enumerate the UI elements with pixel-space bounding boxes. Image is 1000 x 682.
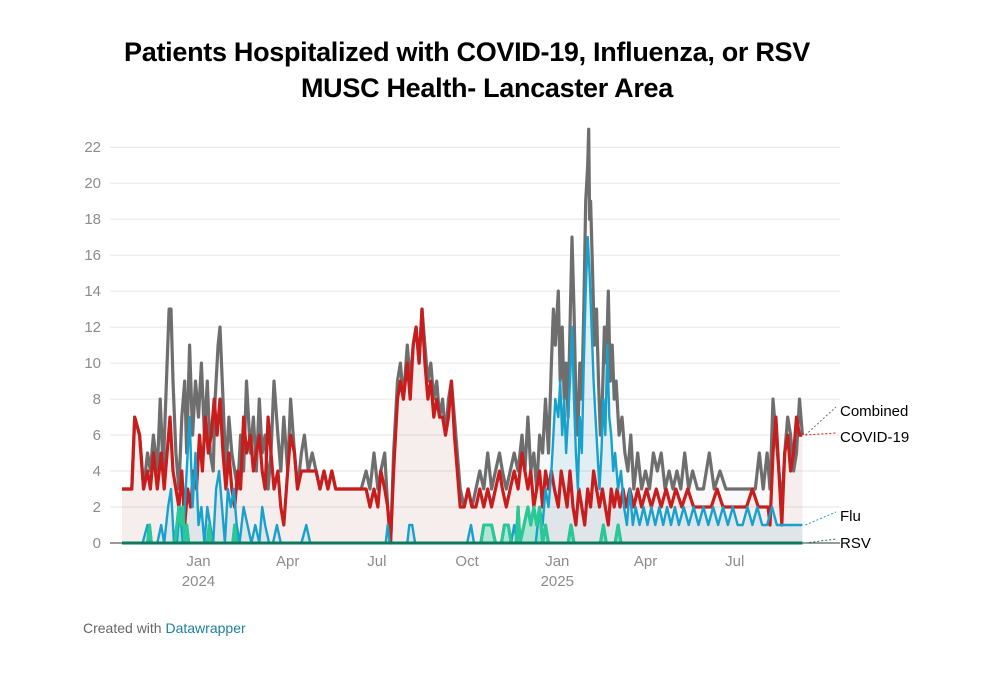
x-tick-label: Jul	[725, 553, 744, 570]
x-tick-label: Jul	[367, 553, 386, 570]
series-label-rsv: RSV	[840, 535, 871, 552]
y-tick-label: 6	[93, 427, 101, 444]
y-tick-label: 14	[84, 283, 101, 300]
area-flu	[122, 237, 803, 543]
series-label-combined: Combined	[840, 403, 908, 420]
y-tick-label: 12	[84, 319, 101, 336]
series-labels: Combined COVID-19 Flu RSV	[805, 403, 909, 552]
series-label-flu: Flu	[840, 508, 861, 525]
x-tick-label: Jan	[545, 553, 569, 570]
x-axis-ticks: Jan 2024 Apr Jul Oct Jan 2025 Apr Jul	[182, 553, 745, 590]
x-tick-label: Apr	[276, 553, 299, 570]
label-connector	[805, 406, 837, 436]
y-tick-label: 20	[84, 175, 101, 192]
series-label-covid-19: COVID-19	[840, 429, 909, 446]
chart-title-block: Patients Hospitalized with COVID-19, Inf…	[0, 34, 1000, 106]
y-tick-label: 4	[93, 463, 101, 480]
footer-prefix: Created with	[83, 620, 166, 636]
area-covid-19	[122, 309, 803, 543]
y-tick-label: 18	[84, 211, 101, 228]
footer-credit: Created with Datawrapper	[83, 620, 246, 636]
chart-subtitle: MUSC Health- Lancaster Area	[300, 73, 673, 103]
label-connector	[805, 538, 837, 544]
y-tick-label: 2	[93, 499, 101, 516]
label-connector	[805, 511, 837, 526]
y-tick-label: 8	[93, 391, 101, 408]
datawrapper-link[interactable]: Datawrapper	[165, 620, 246, 636]
line-flu	[122, 235, 803, 545]
y-axis-ticks: 0 2 4 6 8 10 12 14 16 18 20 22	[84, 139, 101, 552]
y-tick-label: 10	[84, 355, 101, 372]
x-tick-label: Oct	[455, 553, 479, 570]
y-tick-label: 22	[84, 139, 101, 156]
line-covid-19	[122, 307, 803, 545]
chart-title: Patients Hospitalized with COVID-19, Inf…	[124, 37, 810, 67]
x-tick-year-label: 2025	[541, 573, 574, 590]
y-tick-label: 0	[93, 535, 101, 552]
series-lines	[122, 127, 804, 545]
label-connector	[805, 432, 837, 436]
y-tick-label: 16	[84, 247, 101, 264]
x-tick-label: Jan	[186, 553, 210, 570]
x-tick-label: Apr	[634, 553, 657, 570]
x-tick-year-label: 2024	[182, 573, 215, 590]
